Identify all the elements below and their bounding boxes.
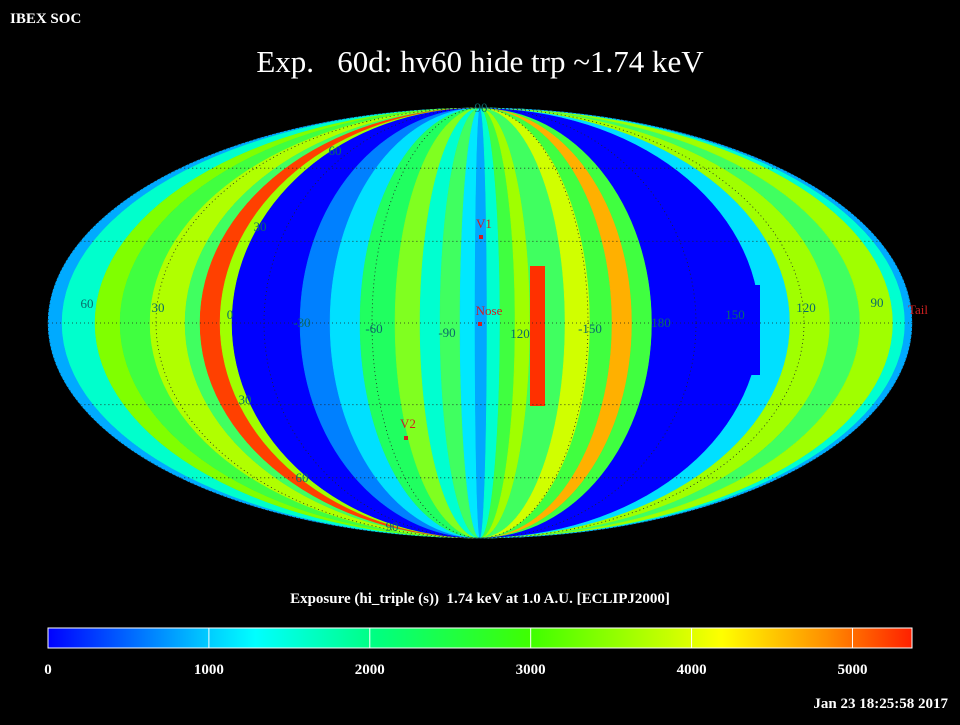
colorbar bbox=[47, 627, 913, 649]
longitude-label: -30 bbox=[293, 315, 310, 330]
marker-label: V1 bbox=[476, 216, 492, 231]
latitude-label: 30 bbox=[254, 219, 267, 234]
longitude-label: 0 bbox=[227, 307, 234, 322]
longitude-label: 30 bbox=[152, 300, 165, 315]
title: Exp. 60d: hv60 hide trp ~1.74 keV bbox=[256, 44, 704, 79]
longitude-label: -90 bbox=[438, 325, 455, 340]
map-patch bbox=[700, 285, 760, 375]
colorbar-ticks: 0 1000 2000 3000 4000 5000 bbox=[44, 628, 867, 678]
marker-label: Tail bbox=[908, 302, 928, 317]
longitude-label: 60 bbox=[81, 296, 94, 311]
longitude-label: -150 bbox=[578, 321, 602, 336]
colorbar-label: Exposure (hi_triple (s)) 1.74 keV at 1.0… bbox=[290, 591, 670, 607]
colorbar-tick-label: 3000 bbox=[516, 662, 546, 678]
map-strip bbox=[479, 107, 913, 539]
latitude-label: 90 bbox=[475, 100, 488, 115]
latitude-label: 60 bbox=[329, 143, 342, 158]
marker-point bbox=[404, 436, 408, 440]
marker-label: Nose bbox=[476, 303, 503, 318]
mollweide-map: 90 60 30 30 60 90 60 30 0 -30 -60 -90 120 -150 180 150 1… bbox=[47, 100, 928, 539]
map-patch bbox=[530, 266, 545, 406]
latitude-label: 90 bbox=[386, 519, 399, 534]
timestamp: Jan 23 18:25:58 2017 bbox=[813, 696, 948, 712]
longitude-label: -60 bbox=[365, 321, 382, 336]
marker-label: V2 bbox=[400, 416, 416, 431]
colorbar-tick-label: 0 bbox=[44, 662, 52, 678]
latitude-label: 30 bbox=[239, 392, 252, 407]
longitude-label: 150 bbox=[725, 307, 745, 322]
colorbar-tick-label: 4000 bbox=[677, 662, 707, 678]
longitude-label: 120 bbox=[796, 300, 816, 315]
longitude-label: 120 bbox=[510, 326, 530, 341]
colorbar-tick-label: 1000 bbox=[194, 662, 224, 678]
org-label: IBEX SOC bbox=[10, 11, 81, 27]
colorbar-tick-label: 5000 bbox=[837, 662, 867, 678]
colorbar-tick-label: 2000 bbox=[355, 662, 385, 678]
longitude-label: 180 bbox=[651, 315, 671, 330]
longitude-label: 90 bbox=[871, 295, 884, 310]
marker-point bbox=[479, 235, 483, 239]
marker-point bbox=[478, 322, 482, 326]
latitude-label: 60 bbox=[296, 470, 309, 485]
